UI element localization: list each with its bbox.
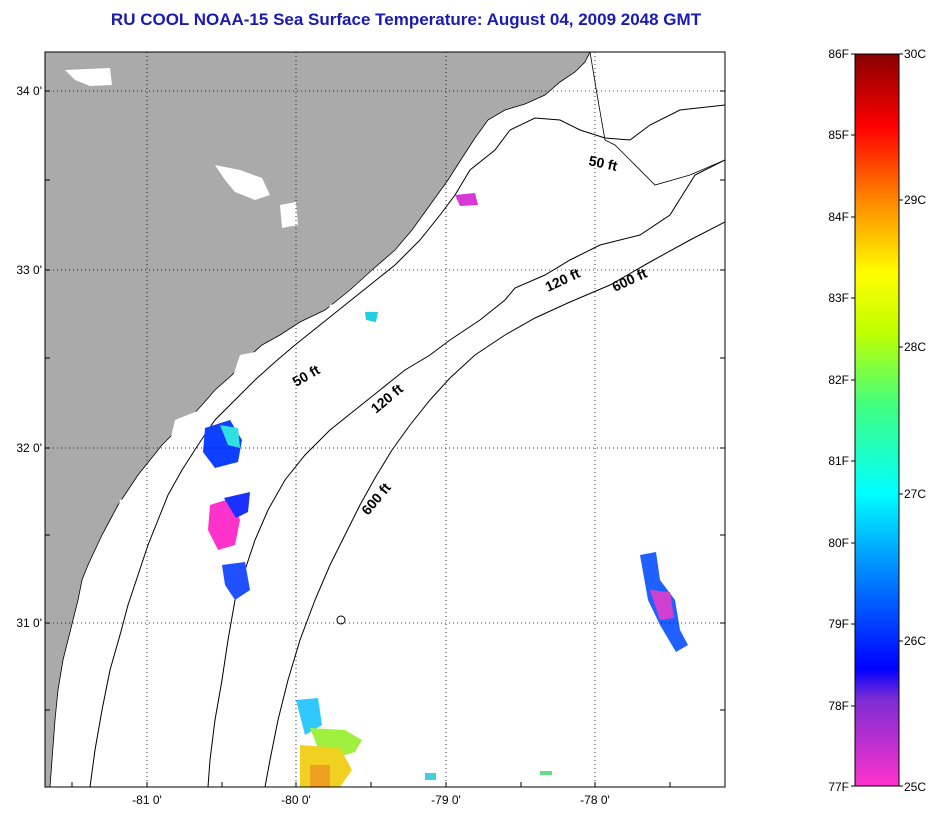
colorbar-f-label: 80F bbox=[828, 536, 849, 550]
colorbar-f-label: 85F bbox=[828, 128, 849, 142]
lon-label: -78 0' bbox=[580, 793, 610, 807]
chart-title: RU COOL NOAA-15 Sea Surface Temperature:… bbox=[110, 10, 702, 29]
lon-label: -80 0' bbox=[281, 793, 311, 807]
colorbar-c-label: 27C bbox=[904, 487, 926, 501]
isobath-600ft bbox=[264, 221, 725, 787]
sst-patch bbox=[222, 562, 250, 600]
colorbar-f-label: 86F bbox=[828, 47, 849, 61]
outer-banks bbox=[589, 52, 725, 186]
sst-patch bbox=[220, 425, 240, 448]
colorbar-f-label: 84F bbox=[828, 210, 849, 224]
sst-patch bbox=[540, 771, 552, 775]
colorbar-c-label: 26C bbox=[904, 634, 926, 648]
lat-label: 33 0' bbox=[16, 263, 42, 277]
isobath-ring bbox=[336, 615, 346, 625]
colorbar-c-label: 29C bbox=[904, 193, 926, 207]
map-border bbox=[44, 51, 726, 788]
axis-ticks bbox=[45, 90, 725, 787]
colorbar-f-label: 79F bbox=[828, 617, 849, 631]
lat-label: 32 0' bbox=[16, 441, 42, 455]
colorbar-f-label: 82F bbox=[828, 373, 849, 387]
sst-patch bbox=[425, 773, 436, 780]
colorbar-c-label: 30C bbox=[904, 47, 926, 61]
sst-patch bbox=[224, 492, 250, 518]
sst-patch bbox=[310, 765, 330, 787]
colorbar-c-label: 28C bbox=[904, 340, 926, 354]
colorbar-f-label: 77F bbox=[828, 780, 849, 794]
colorbar-c-label: 25C bbox=[904, 780, 926, 794]
sst-patch bbox=[365, 312, 378, 322]
sst-patch bbox=[296, 698, 322, 735]
contour-label: 50 ft bbox=[587, 152, 619, 174]
isobath-50ft bbox=[89, 104, 725, 787]
lat-label: 31 0' bbox=[16, 616, 42, 630]
cloud-patch bbox=[215, 165, 270, 200]
cloud-patch bbox=[280, 202, 298, 228]
colorbar-f-label: 78F bbox=[828, 699, 849, 713]
sst-patch bbox=[455, 193, 478, 206]
isobath-120ft bbox=[207, 159, 725, 787]
colorbar-f-label: 81F bbox=[828, 454, 849, 468]
graticule bbox=[45, 52, 725, 787]
colorbar-ticks bbox=[851, 53, 903, 787]
lon-label: -81 0' bbox=[132, 793, 162, 807]
land bbox=[45, 52, 591, 787]
lon-label: -79 0' bbox=[431, 793, 461, 807]
cloud-patch bbox=[65, 68, 112, 86]
coastal-marsh bbox=[72, 225, 440, 650]
sst-patch bbox=[650, 590, 674, 620]
colorbar-f-label: 83F bbox=[828, 291, 849, 305]
lat-label: 34 0' bbox=[16, 84, 42, 98]
colorbar bbox=[854, 53, 900, 787]
